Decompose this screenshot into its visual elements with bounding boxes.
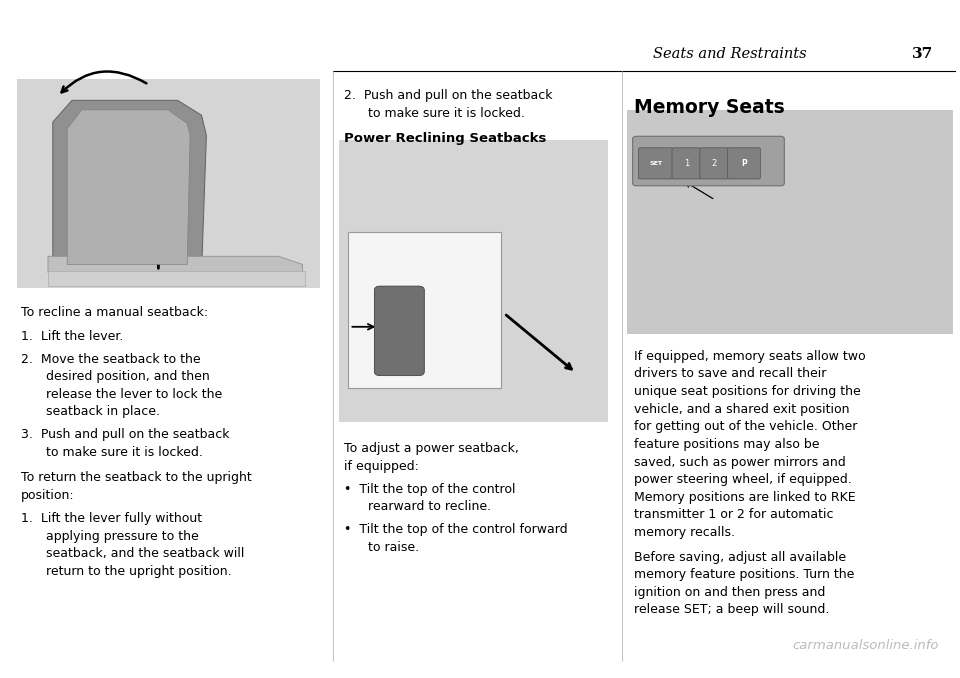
Text: transmitter 1 or 2 for automatic: transmitter 1 or 2 for automatic — [634, 508, 833, 521]
Text: vehicle, and a shared exit position: vehicle, and a shared exit position — [634, 403, 849, 416]
Bar — [48, 271, 305, 286]
FancyBboxPatch shape — [672, 148, 701, 179]
Text: drivers to save and recall their: drivers to save and recall their — [634, 367, 826, 380]
Text: memory recalls.: memory recalls. — [634, 526, 734, 539]
Text: To recline a manual seatback:: To recline a manual seatback: — [21, 306, 208, 319]
Text: •  Tilt the top of the control forward: • Tilt the top of the control forward — [344, 523, 567, 536]
Bar — [339, 140, 608, 422]
Text: Before saving, adjust all available: Before saving, adjust all available — [634, 551, 846, 563]
FancyBboxPatch shape — [374, 286, 424, 376]
Text: saved, such as power mirrors and: saved, such as power mirrors and — [634, 456, 846, 468]
Bar — [627, 110, 953, 334]
Text: unique seat positions for driving the: unique seat positions for driving the — [634, 385, 860, 398]
Text: carmanualsonline.info: carmanualsonline.info — [792, 639, 939, 652]
Bar — [17, 79, 320, 288]
Text: 37: 37 — [912, 47, 933, 61]
Text: feature positions may also be: feature positions may also be — [634, 438, 819, 451]
Text: to make sure it is locked.: to make sure it is locked. — [368, 107, 524, 120]
Polygon shape — [48, 256, 302, 273]
Text: power steering wheel, if equipped.: power steering wheel, if equipped. — [634, 473, 852, 486]
Text: Power Reclining Seatbacks: Power Reclining Seatbacks — [344, 132, 546, 144]
Bar — [348, 232, 501, 388]
Text: If equipped, memory seats allow two: If equipped, memory seats allow two — [634, 350, 865, 363]
Text: 1: 1 — [684, 159, 689, 168]
Text: 2: 2 — [711, 159, 717, 168]
Text: if equipped:: if equipped: — [344, 460, 419, 473]
Text: for getting out of the vehicle. Other: for getting out of the vehicle. Other — [634, 420, 857, 433]
FancyBboxPatch shape — [633, 136, 784, 186]
FancyBboxPatch shape — [638, 148, 673, 179]
Text: 3.  Push and pull on the seatback: 3. Push and pull on the seatback — [21, 428, 229, 441]
Text: to raise.: to raise. — [368, 541, 419, 554]
Text: 2.  Move the seatback to the: 2. Move the seatback to the — [21, 353, 201, 365]
Text: desired position, and then: desired position, and then — [46, 370, 210, 383]
Text: SET: SET — [649, 161, 662, 166]
Text: to make sure it is locked.: to make sure it is locked. — [46, 446, 203, 459]
Text: return to the upright position.: return to the upright position. — [46, 565, 231, 578]
Text: •  Tilt the top of the control: • Tilt the top of the control — [344, 483, 516, 496]
Text: To return the seatback to the upright: To return the seatback to the upright — [21, 471, 252, 484]
Text: To adjust a power seatback,: To adjust a power seatback, — [344, 442, 518, 455]
Polygon shape — [67, 110, 190, 264]
Text: seatback, and the seatback will: seatback, and the seatback will — [46, 547, 245, 560]
Text: 1.  Lift the lever.: 1. Lift the lever. — [21, 330, 124, 342]
Text: applying pressure to the: applying pressure to the — [46, 530, 199, 542]
Text: Memory Seats: Memory Seats — [634, 98, 784, 117]
Polygon shape — [53, 100, 206, 271]
Text: seatback in place.: seatback in place. — [46, 405, 160, 418]
Text: memory feature positions. Turn the: memory feature positions. Turn the — [634, 568, 854, 581]
Text: 1.  Lift the lever fully without: 1. Lift the lever fully without — [21, 512, 203, 525]
Text: Memory positions are linked to RKE: Memory positions are linked to RKE — [634, 491, 855, 504]
FancyBboxPatch shape — [700, 148, 729, 179]
Text: release SET; a beep will sound.: release SET; a beep will sound. — [634, 603, 829, 616]
Text: ignition on and then press and: ignition on and then press and — [634, 586, 825, 599]
Text: position:: position: — [21, 489, 75, 502]
Text: 2.  Push and pull on the seatback: 2. Push and pull on the seatback — [344, 89, 552, 102]
Text: rearward to recline.: rearward to recline. — [368, 500, 491, 513]
Text: Seats and Restraints: Seats and Restraints — [653, 47, 806, 61]
Text: release the lever to lock the: release the lever to lock the — [46, 388, 223, 401]
Text: P: P — [741, 159, 747, 168]
FancyBboxPatch shape — [728, 148, 760, 179]
